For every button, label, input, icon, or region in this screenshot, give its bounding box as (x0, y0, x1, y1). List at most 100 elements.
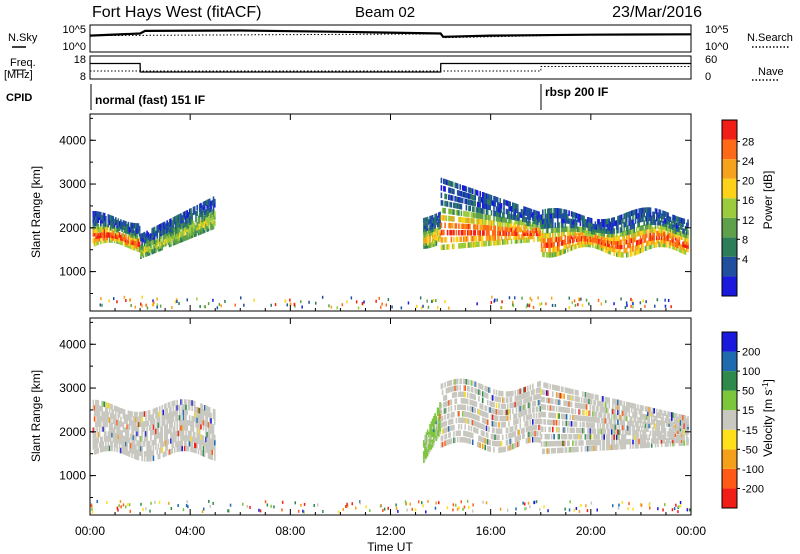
echo-cell (479, 196, 481, 203)
echo-cell (613, 429, 615, 435)
clutter-cell (378, 296, 380, 300)
echo-cell (518, 223, 520, 229)
echo-cell (528, 396, 530, 403)
echo-cell (500, 225, 503, 232)
echo-cell (513, 402, 515, 408)
echo-cell (542, 448, 544, 455)
echo-cell (602, 396, 604, 402)
echo-cell (681, 234, 683, 240)
clutter-cell (640, 503, 642, 507)
echo-cell (495, 196, 498, 203)
echo-cell (634, 231, 637, 238)
echo-cell (212, 202, 215, 209)
clutter-cell (289, 298, 291, 302)
echo-cell (525, 409, 528, 415)
echo-cell (560, 440, 563, 447)
echo-cell (650, 243, 653, 249)
echo-cell (92, 433, 95, 439)
echo-cell (508, 409, 510, 415)
echo-cell (623, 405, 625, 412)
echo-cell (544, 247, 547, 253)
echo-cell (464, 211, 466, 217)
echo-cell (555, 420, 558, 426)
echo-cell (440, 222, 443, 228)
echo-cell (101, 406, 103, 412)
echo-cell (580, 440, 583, 446)
echo-cell (439, 420, 441, 426)
echo-cell (150, 425, 152, 431)
clutter-cell (460, 500, 462, 504)
echo-cell (120, 239, 122, 245)
echo-cell (161, 441, 163, 448)
echo-cell (666, 242, 668, 248)
echo-cell (647, 223, 649, 230)
echo-cell (681, 231, 683, 237)
echo-cell (615, 239, 618, 246)
echo-cell (448, 380, 450, 387)
echo-cell (560, 222, 563, 228)
echo-cell (126, 423, 128, 430)
echo-cell (537, 219, 539, 225)
echo-cell (614, 414, 617, 420)
echo-cell (465, 211, 468, 217)
echo-cell (210, 418, 212, 424)
echo-cell (110, 417, 112, 424)
echo-cell (639, 247, 642, 254)
echo-cell (647, 211, 649, 217)
echo-cell (539, 406, 542, 412)
echo-cell (118, 236, 121, 243)
clutter-cell (435, 501, 437, 505)
echo-cell (570, 401, 573, 408)
echo-cell (667, 232, 669, 238)
echo-cell (508, 222, 510, 228)
echo-cell (103, 446, 106, 452)
echo-cell (490, 394, 493, 401)
clutter-cell (679, 504, 682, 508)
echo-cell (150, 247, 152, 253)
echo-cell (137, 223, 140, 229)
echo-cell (597, 400, 599, 406)
echo-cell (604, 412, 607, 419)
echo-cell (597, 428, 599, 435)
echo-cell (535, 227, 538, 234)
echo-cell (598, 227, 600, 233)
echo-cell (650, 227, 653, 233)
echo-cell (92, 217, 95, 224)
echo-cell (185, 419, 187, 426)
echo-cell (138, 450, 141, 456)
echo-cell (493, 230, 495, 236)
echo-cell (580, 226, 583, 233)
echo-cell (584, 392, 587, 398)
echo-cell (485, 425, 488, 432)
echo-cell (118, 407, 121, 413)
echo-cell (470, 194, 473, 200)
echo-cell (607, 221, 609, 228)
echo-cell (161, 436, 163, 443)
echo-cell (533, 230, 535, 237)
echo-cell (527, 397, 529, 403)
echo-cell (106, 224, 108, 230)
echo-cell (547, 448, 549, 454)
echo-cell (481, 417, 484, 423)
echo-cell (610, 246, 613, 252)
echo-cell (180, 399, 182, 405)
echo-cell (570, 230, 573, 236)
echo-cell (198, 418, 201, 424)
echo-cell (450, 181, 453, 187)
echo-cell (602, 246, 604, 252)
echo-cell (578, 242, 580, 249)
echo-cell (186, 409, 188, 416)
echo-cell (461, 230, 464, 236)
echo-cell (505, 221, 508, 228)
colorbar-swatch (722, 159, 737, 179)
echo-cell (525, 420, 528, 427)
echo-cell (605, 247, 608, 254)
echo-cell (173, 410, 176, 417)
echo-cell (509, 414, 511, 421)
echo-cell (151, 450, 153, 456)
echo-cell (625, 247, 628, 254)
echo-cell (585, 392, 588, 398)
echo-cell (545, 218, 548, 224)
echo-cell (550, 398, 553, 404)
echo-cell (563, 248, 565, 254)
